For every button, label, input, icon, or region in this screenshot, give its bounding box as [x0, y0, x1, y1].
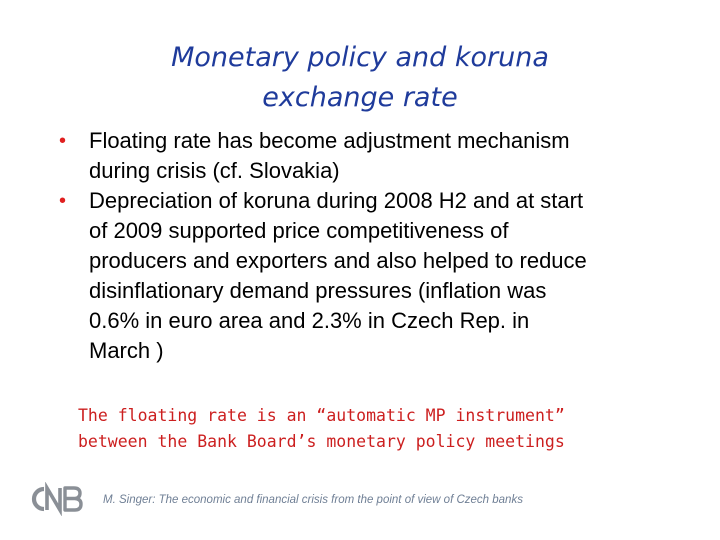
footer-citation: M. Singer: The economic and financial cr…	[103, 494, 523, 506]
bullet-2-line-5: 0.6% in euro area and 2.3% in Czech Rep.…	[89, 308, 530, 333]
bullet-list: • Floating rate has become adjustment me…	[52, 126, 692, 366]
slide-title-line-2: exchange rate	[262, 82, 458, 113]
highlight-note-line-1: The floating rate is an “automatic MP in…	[78, 406, 565, 425]
bullet-glyph: •	[59, 190, 67, 212]
cnb-logo	[31, 482, 83, 516]
bullet-2-line-4: disinflationary demand pressures (inflat…	[89, 278, 547, 303]
highlight-note: The floating rate is an “automatic MP in…	[78, 403, 708, 455]
bullet-1-line-1: Floating rate has become adjustment mech…	[89, 128, 570, 153]
bullet-2-line-3: producers and exporters and also helped …	[89, 248, 587, 273]
highlight-note-line-2: between the Bank Board’s monetary policy…	[78, 432, 565, 451]
bullet-glyph: •	[59, 130, 67, 152]
slide-title-line-1: Monetary policy and koruna	[171, 42, 549, 73]
bullet-2-line-6: March )	[89, 338, 164, 363]
bullet-2-line-1: Depreciation of koruna during 2008 H2 an…	[89, 188, 584, 213]
bullet-item-1: • Floating rate has become adjustment me…	[52, 126, 692, 186]
slide-title: Monetary policy and koruna exchange rate	[60, 38, 660, 118]
bullet-item-2: • Depreciation of koruna during 2008 H2 …	[52, 186, 692, 366]
bullet-2-line-2: of 2009 supported price competitiveness …	[89, 218, 509, 243]
bullet-1-line-2: during crisis (cf. Slovakia)	[89, 158, 340, 183]
